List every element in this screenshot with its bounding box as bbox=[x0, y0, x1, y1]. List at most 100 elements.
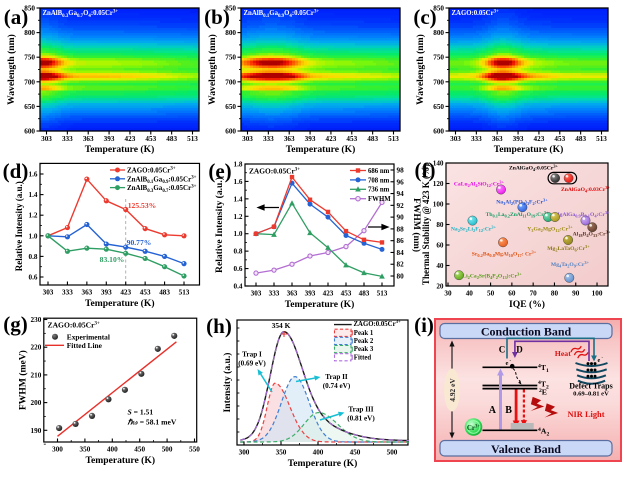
svg-text:513: 513 bbox=[596, 135, 607, 143]
svg-text:Temperature (K): Temperature (K) bbox=[494, 144, 564, 155]
svg-text:513: 513 bbox=[377, 290, 388, 298]
svg-text:4.92 eV: 4.92 eV bbox=[448, 378, 457, 402]
svg-text:Na3​Al2​(PO4​)3​F2​:Cr3+​: Na3​Al2​(PO4​)3​F2​:Cr3+​ bbox=[496, 197, 548, 206]
svg-text:(a): (a) bbox=[4, 5, 29, 29]
svg-text:A: A bbox=[489, 405, 497, 416]
svg-text:NIR Light: NIR Light bbox=[568, 410, 605, 419]
svg-text:303: 303 bbox=[242, 135, 253, 143]
svg-text:303: 303 bbox=[43, 289, 54, 297]
svg-text:Fitted Line: Fitted Line bbox=[67, 341, 103, 350]
svg-text:453: 453 bbox=[346, 135, 357, 143]
svg-text:ZAGO:0.05Cr3+​: ZAGO:0.05Cr3+​ bbox=[452, 9, 500, 17]
svg-text:ZnAlB0.3​Ga0.7​O4​:0.05Cr3+​: ZnAlB0.3​Ga0.7​O4​:0.05Cr3+​ bbox=[43, 9, 119, 19]
svg-text:ZnAlGaO4​:0.05Cr3+​: ZnAlGaO4​:0.05Cr3+​ bbox=[509, 163, 559, 172]
svg-text:1.4: 1.4 bbox=[234, 195, 243, 203]
svg-text:850: 850 bbox=[24, 5, 35, 13]
svg-text:82: 82 bbox=[397, 261, 405, 269]
svg-text:(0.74 eV): (0.74 eV) bbox=[323, 382, 351, 390]
svg-text:(e): (e) bbox=[208, 159, 231, 183]
svg-text:Mg2​LaTaO6​:Cr3+​: Mg2​LaTaO6​:Cr3+​ bbox=[547, 244, 590, 253]
svg-text:100: 100 bbox=[433, 201, 444, 209]
svg-text:1.2: 1.2 bbox=[29, 212, 38, 220]
svg-text:CaLu2​Al4​SiO12​:Cr3+​: CaLu2​Al4​SiO12​:Cr3+​ bbox=[454, 179, 505, 188]
svg-text:Temperature (K): Temperature (K) bbox=[288, 458, 358, 469]
svg-text:e: e bbox=[506, 360, 509, 367]
svg-text:600: 600 bbox=[433, 128, 444, 136]
svg-text:(0.69 eV): (0.69 eV) bbox=[238, 360, 266, 368]
svg-text:708 nm: 708 nm bbox=[368, 177, 390, 184]
svg-text:86: 86 bbox=[397, 237, 405, 245]
svg-text:363: 363 bbox=[492, 135, 503, 143]
svg-text:84: 84 bbox=[397, 249, 405, 257]
svg-text:1.2: 1.2 bbox=[234, 213, 243, 221]
svg-text:Temperature (K): Temperature (K) bbox=[286, 144, 356, 155]
svg-text:80: 80 bbox=[397, 273, 405, 281]
svg-text:363: 363 bbox=[287, 290, 298, 298]
svg-text:Relative Intensity (a.u.): Relative Intensity (a.u.) bbox=[214, 177, 225, 273]
svg-text:0.8: 0.8 bbox=[29, 253, 38, 261]
svg-text:Wavelength (nm): Wavelength (nm) bbox=[207, 34, 218, 105]
svg-text:513: 513 bbox=[388, 135, 399, 143]
svg-text:300: 300 bbox=[239, 449, 250, 457]
svg-text:453: 453 bbox=[554, 135, 565, 143]
svg-text:0.6: 0.6 bbox=[29, 274, 38, 282]
svg-text:Mg4​Ta2​O9​:Cr3+​: Mg4​Ta2​O9​:Cr3+​ bbox=[551, 260, 590, 269]
svg-text:303: 303 bbox=[41, 135, 52, 143]
svg-text:FWHM (nm): FWHM (nm) bbox=[411, 198, 422, 252]
svg-text:Al18​B4​O33​:Cr3+​: Al18​B4​O33​:Cr3+​ bbox=[573, 229, 611, 238]
svg-text:ZnAlB0.1​Ga0.9​O4​:0.05Cr3+​: ZnAlB0.1​Ga0.9​O4​:0.05Cr3+​ bbox=[244, 9, 320, 19]
svg-text:393: 393 bbox=[104, 135, 115, 143]
svg-text:650: 650 bbox=[24, 103, 35, 111]
svg-text:453: 453 bbox=[145, 135, 156, 143]
svg-text:190: 190 bbox=[31, 427, 42, 435]
svg-text:500: 500 bbox=[162, 446, 173, 454]
svg-text:Tb0.1​La0.2​ZnAl11​O19​:Cr3+​: Tb0.1​La0.2​ZnAl11​O19​:Cr3+​ bbox=[486, 210, 549, 219]
svg-text:800: 800 bbox=[433, 29, 444, 37]
svg-text:Temperature (K): Temperature (K) bbox=[85, 144, 155, 155]
svg-text:800: 800 bbox=[24, 29, 35, 37]
svg-text:ZAGO:0.05Cr3+​: ZAGO:0.05Cr3+​ bbox=[249, 167, 300, 176]
svg-text:ZnAlGaO4​:0.03Cr3+​: ZnAlGaO4​:0.03Cr3+​ bbox=[561, 185, 611, 194]
svg-text:90: 90 bbox=[572, 290, 580, 298]
svg-text:2E: 2E bbox=[539, 388, 547, 397]
svg-text:IQE (%): IQE (%) bbox=[509, 299, 545, 310]
svg-text:800: 800 bbox=[225, 29, 236, 37]
svg-text:650: 650 bbox=[225, 103, 236, 111]
svg-text:FWHM: FWHM bbox=[368, 196, 391, 203]
svg-text:363: 363 bbox=[81, 289, 92, 297]
svg-text:1.8: 1.8 bbox=[234, 161, 243, 169]
svg-text:200: 200 bbox=[31, 399, 42, 407]
svg-text:483: 483 bbox=[367, 135, 378, 143]
svg-text:393: 393 bbox=[305, 290, 316, 298]
svg-text:FWHM (meV): FWHM (meV) bbox=[18, 350, 29, 410]
svg-text:Temperature (K): Temperature (K) bbox=[85, 298, 155, 309]
svg-text:354 K: 354 K bbox=[272, 321, 291, 330]
svg-text:483: 483 bbox=[359, 290, 370, 298]
svg-text:333: 333 bbox=[62, 289, 73, 297]
svg-text:423: 423 bbox=[125, 135, 136, 143]
svg-text:(d): (d) bbox=[3, 159, 29, 183]
svg-text:4T1: 4T1 bbox=[538, 363, 549, 374]
svg-text:333: 333 bbox=[269, 290, 280, 298]
svg-text:88: 88 bbox=[397, 225, 405, 233]
svg-text:423: 423 bbox=[323, 290, 334, 298]
svg-text:(i): (i) bbox=[414, 313, 434, 337]
svg-text:363: 363 bbox=[83, 135, 94, 143]
svg-text:Sr0.2​Ba0.8​MgAl10​O17​: Cr3+​: Sr0.2​Ba0.8​MgAl10​O17​: Cr3+​ bbox=[472, 249, 537, 258]
svg-text:1.6: 1.6 bbox=[234, 178, 243, 186]
svg-text:Defect Traps: Defect Traps bbox=[569, 381, 612, 390]
svg-text:1.4: 1.4 bbox=[29, 191, 38, 199]
svg-text:80: 80 bbox=[436, 221, 444, 229]
svg-text:210: 210 bbox=[31, 371, 42, 379]
svg-text:Valence Band: Valence Band bbox=[491, 442, 561, 456]
svg-text:98: 98 bbox=[397, 167, 405, 175]
svg-text:(g): (g) bbox=[3, 312, 28, 336]
svg-text:453: 453 bbox=[140, 289, 151, 297]
svg-text:483: 483 bbox=[575, 135, 586, 143]
svg-text:Na2​Sr2​Li2​F12​:Cr3+​: Na2​Sr2​Li2​F12​:Cr3+​ bbox=[451, 224, 497, 233]
svg-text:ZnAlB0.1​Ga0.9​:0.05Cr3+​: ZnAlB0.1​Ga0.9​:0.05Cr3+​ bbox=[127, 175, 197, 185]
svg-text:393: 393 bbox=[305, 135, 316, 143]
svg-text:0.6: 0.6 bbox=[234, 265, 243, 273]
svg-text:Wavelength (nm): Wavelength (nm) bbox=[415, 34, 426, 105]
svg-text:Trap III: Trap III bbox=[348, 406, 373, 414]
